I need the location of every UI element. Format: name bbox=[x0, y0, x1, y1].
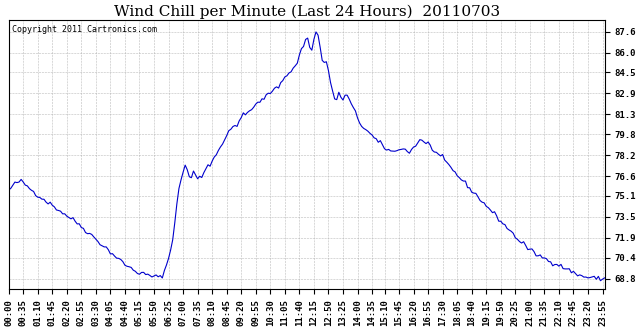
Title: Wind Chill per Minute (Last 24 Hours)  20110703: Wind Chill per Minute (Last 24 Hours) 20… bbox=[113, 4, 500, 18]
Text: Copyright 2011 Cartronics.com: Copyright 2011 Cartronics.com bbox=[12, 25, 157, 34]
